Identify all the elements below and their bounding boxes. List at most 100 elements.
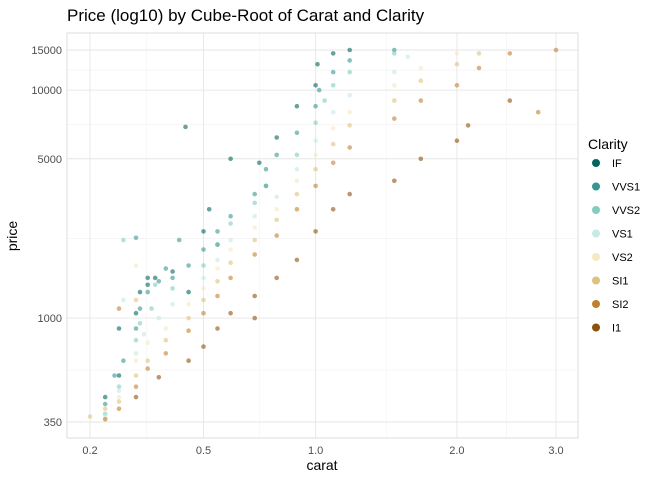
data-point [137, 320, 143, 326]
data-point [133, 337, 139, 343]
data-point [347, 69, 353, 75]
data-point [418, 156, 424, 162]
legend-key-vvs2 [592, 206, 600, 214]
series-vvs2 [102, 51, 397, 417]
data-point [535, 109, 541, 115]
data-point [133, 326, 139, 331]
data-point [201, 297, 206, 303]
chart-title: Price (log10) by Cube-Root of Carat and … [67, 6, 425, 25]
data-point [215, 257, 220, 263]
data-point [145, 289, 150, 295]
data-point [156, 315, 162, 321]
data-point [102, 394, 108, 400]
data-point [116, 384, 122, 390]
data-point [133, 358, 139, 364]
data-point [163, 337, 169, 343]
data-point [102, 406, 108, 412]
data-point [170, 275, 175, 281]
series-si1 [87, 51, 482, 419]
data-point [201, 286, 206, 291]
data-point [405, 54, 411, 60]
data-point [133, 373, 139, 378]
x-tick-label: 1.0 [308, 445, 323, 457]
legend-key-vs1 [592, 229, 600, 238]
data-point [215, 293, 220, 299]
legend-key-vs2 [592, 253, 600, 261]
data-point [170, 301, 175, 307]
data-point [252, 191, 257, 197]
data-point [228, 221, 233, 226]
data-point [206, 207, 212, 212]
data-point [507, 98, 513, 103]
data-point [294, 166, 300, 172]
data-point [121, 297, 126, 303]
data-point [163, 351, 169, 356]
data-point [347, 92, 353, 98]
data-point [137, 306, 143, 311]
data-point [252, 237, 257, 243]
legend-label: VVS1 [612, 182, 640, 194]
data-point [454, 51, 460, 56]
data-point [133, 310, 139, 316]
data-point [176, 237, 182, 243]
data-point [263, 166, 269, 172]
data-point [228, 275, 233, 281]
data-point [274, 233, 280, 238]
data-point [252, 293, 257, 299]
data-point [454, 61, 460, 67]
data-point [330, 109, 336, 115]
data-point [454, 138, 460, 143]
y-tick-label: 10000 [31, 85, 62, 97]
data-point [116, 306, 122, 311]
data-point [313, 138, 318, 143]
data-point [141, 331, 147, 337]
data-point [330, 51, 336, 56]
data-point [228, 156, 233, 162]
data-point [186, 328, 191, 334]
series-vs1 [102, 54, 411, 419]
data-point [201, 275, 206, 281]
data-point [116, 399, 122, 404]
x-tick-label: 3.0 [548, 445, 563, 457]
data-point [201, 310, 206, 316]
data-point [215, 242, 220, 247]
series-vs2 [102, 51, 460, 422]
legend-items: IF VVS1 VVS2 VS1 VS2 SI1 SI2 I1 [592, 158, 640, 335]
data-point [215, 279, 220, 284]
data-point [392, 98, 397, 103]
data-point [133, 394, 139, 400]
data-point [201, 229, 206, 234]
data-point [186, 358, 191, 364]
data-point [186, 315, 191, 321]
data-point [133, 263, 139, 268]
grid-layer [67, 33, 578, 438]
legend-label: SI2 [612, 299, 629, 311]
data-point [347, 109, 353, 115]
legend-key-i1 [592, 323, 600, 332]
y-tick-label: 15000 [31, 45, 62, 57]
data-point [215, 229, 220, 234]
data-point [228, 237, 233, 243]
data-point [121, 358, 126, 364]
data-point [145, 275, 150, 281]
data-point [102, 401, 108, 407]
legend-label: VS1 [612, 229, 633, 241]
data-point [152, 282, 158, 288]
data-point [228, 247, 233, 252]
data-point [392, 47, 397, 53]
data-point [112, 373, 117, 378]
data-point [294, 130, 300, 136]
data-point [313, 183, 318, 189]
data-point [553, 47, 559, 53]
data-point [322, 98, 327, 103]
data-point [274, 152, 280, 158]
series-si2 [102, 47, 559, 422]
data-point [186, 263, 191, 268]
data-point [133, 384, 139, 390]
legend-label: SI1 [612, 276, 629, 288]
data-point [87, 414, 93, 419]
data-point [252, 213, 257, 219]
data-point [228, 310, 233, 316]
data-point [294, 152, 300, 158]
